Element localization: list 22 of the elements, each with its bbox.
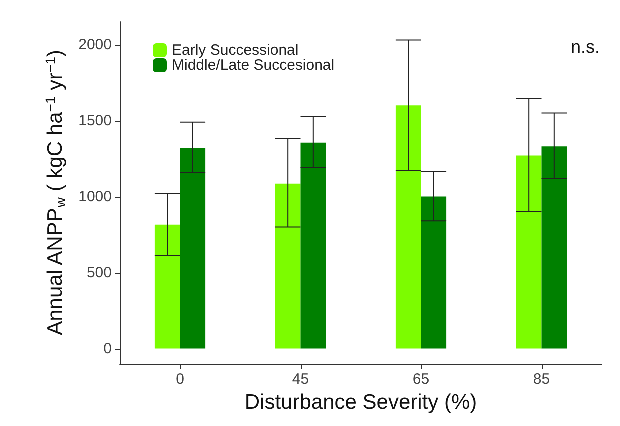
bar	[542, 146, 568, 349]
y-tick-label: 1500	[78, 112, 112, 130]
bar	[396, 106, 422, 349]
legend-label: Early Successional	[172, 42, 299, 59]
y-axis-title: Annual ANPPw ( kgC ha−1 yr−1)	[42, 50, 69, 336]
bar	[300, 142, 326, 349]
y-tick-label: 0	[104, 340, 112, 358]
x-tick-label: 65	[412, 371, 430, 388]
x-tick-label: 85	[533, 371, 550, 388]
bar	[421, 196, 447, 349]
y-tick-label: 1000	[78, 188, 112, 206]
bar	[516, 156, 542, 349]
x-axis-title: Disturbance Severity (%)	[244, 391, 478, 414]
bar	[154, 224, 180, 349]
bar	[275, 184, 301, 349]
bar	[180, 148, 206, 349]
annotation: n.s.	[570, 37, 600, 57]
x-tick-label: 45	[292, 371, 310, 388]
y-tick-label: 500	[86, 264, 112, 282]
x-tick-label: 0	[176, 371, 184, 388]
y-tick-label: 2000	[78, 36, 112, 54]
legend-label: Middle/Late Succesional	[172, 57, 335, 74]
